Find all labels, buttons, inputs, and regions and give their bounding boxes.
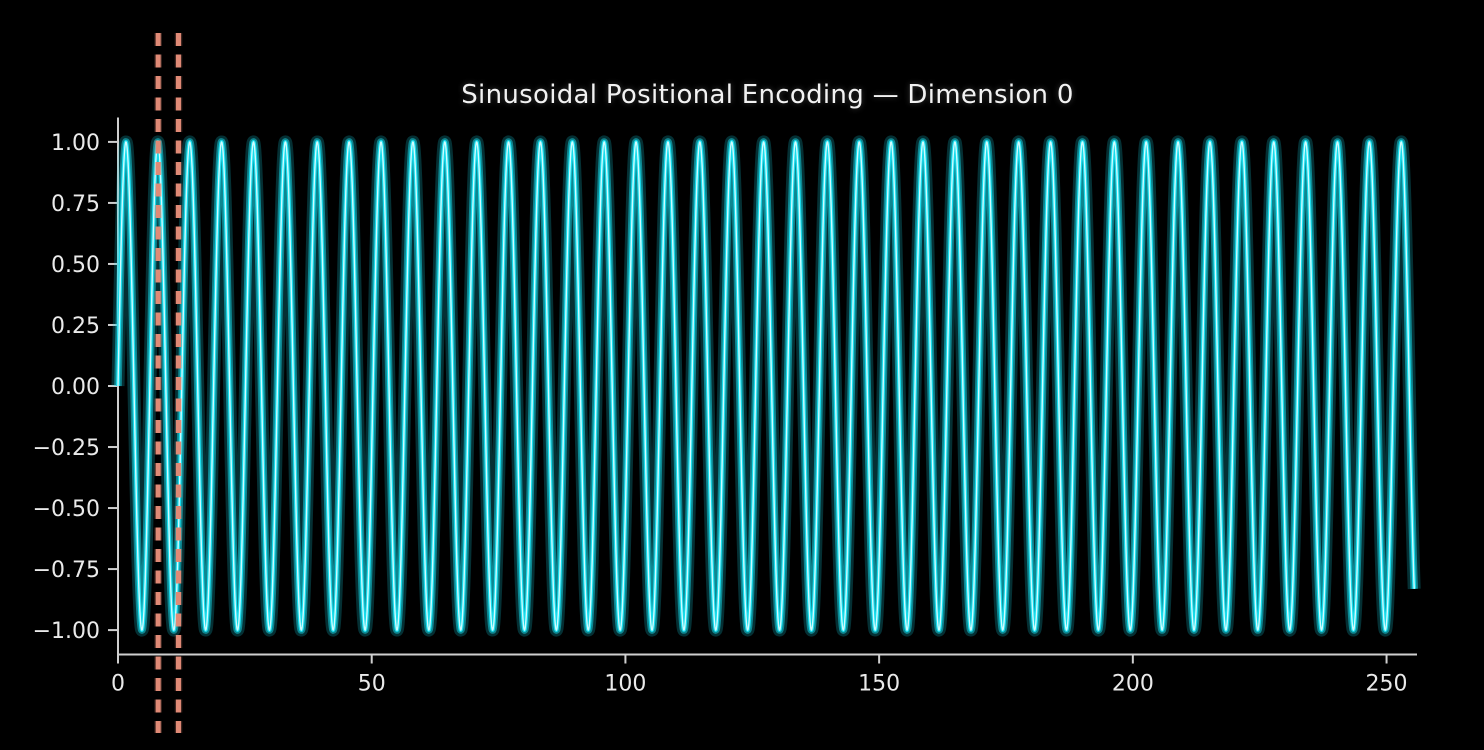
y-tick-label: 0.25 — [51, 314, 100, 339]
y-tick-label: 1.00 — [51, 131, 100, 156]
x-tick-label: 0 — [111, 672, 125, 697]
y-tick-label: 0.50 — [51, 253, 100, 278]
y-tick-label: −0.50 — [33, 497, 100, 522]
x-tick-label: 250 — [1366, 672, 1408, 697]
x-tick-label: 200 — [1112, 672, 1154, 697]
y-tick-label: −0.75 — [33, 558, 100, 583]
x-tick-label: 50 — [358, 672, 386, 697]
y-tick-label: 0.75 — [51, 192, 100, 217]
y-tick-label: −0.25 — [33, 436, 100, 461]
sine-wave-series — [117, 141, 1415, 631]
y-tick-label: −1.00 — [33, 619, 100, 644]
x-tick-label: 100 — [604, 672, 646, 697]
x-tick-label: 150 — [858, 672, 900, 697]
y-tick-label: 0.00 — [51, 375, 100, 400]
chart-title: Sinusoidal Positional Encoding — Dimensi… — [461, 80, 1074, 110]
